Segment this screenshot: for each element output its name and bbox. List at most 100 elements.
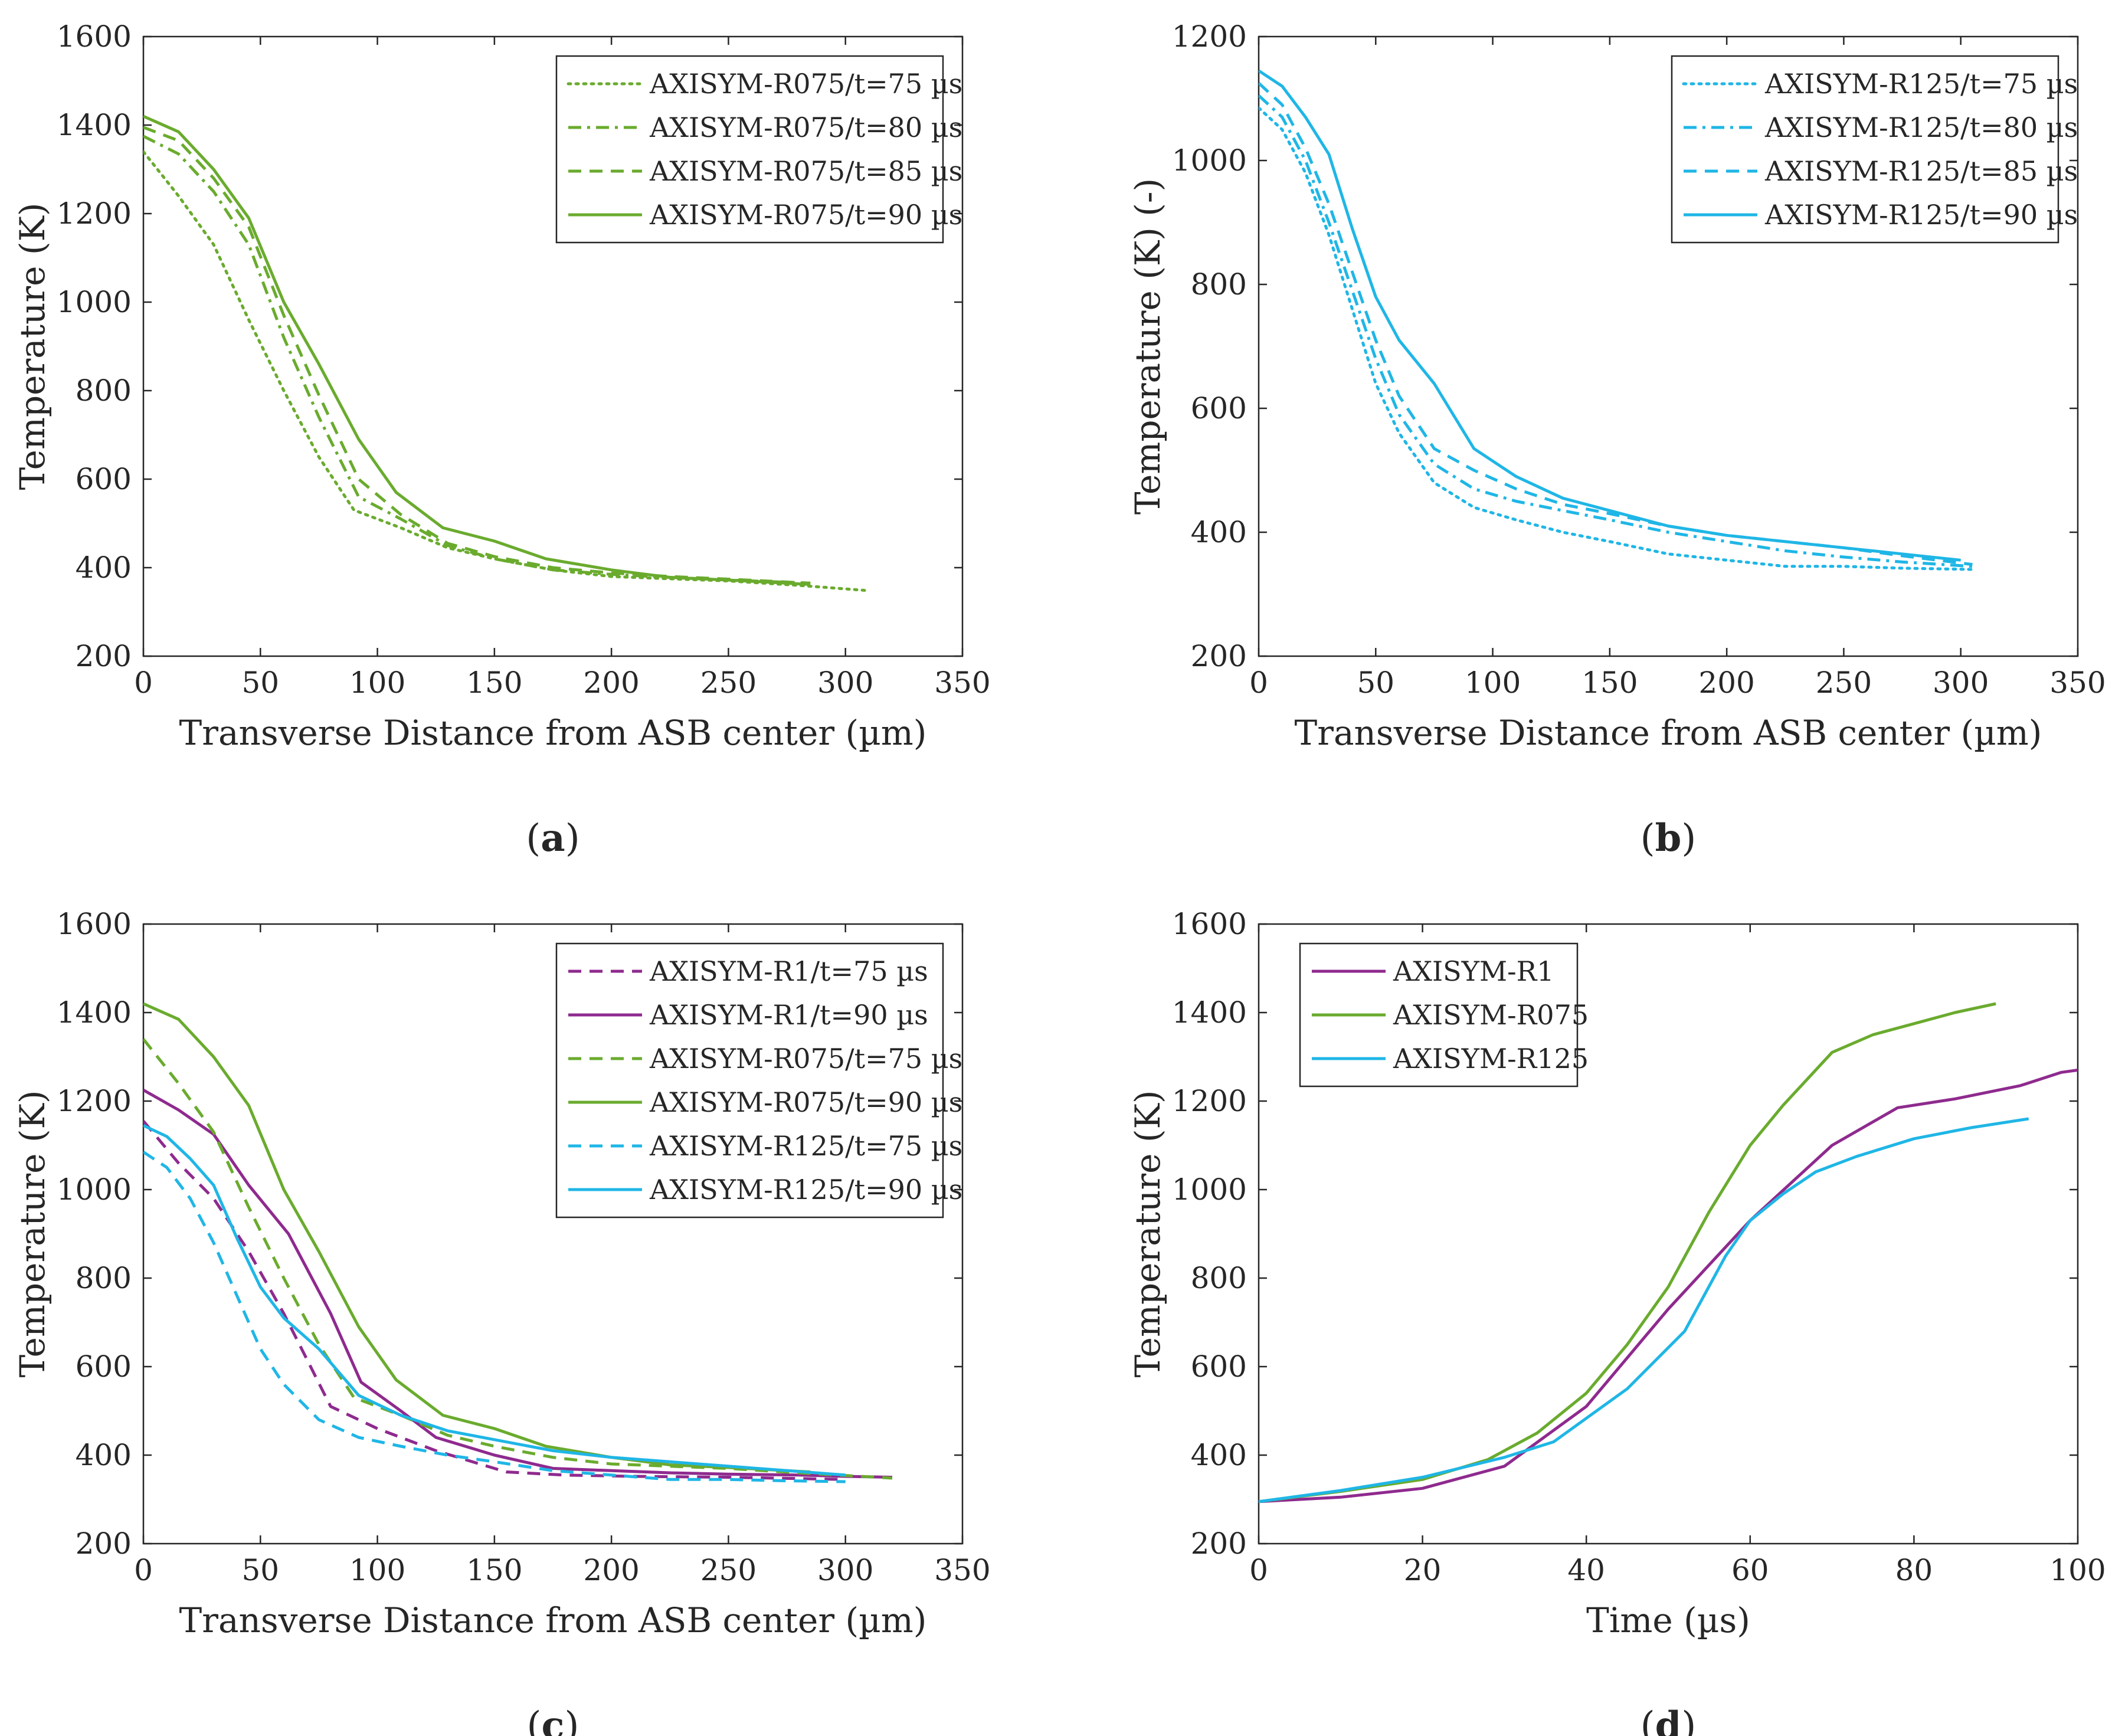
x-tick-label: 0: [1249, 666, 1268, 700]
y-tick-label: 800: [1191, 267, 1247, 302]
legend-label: AXISYM-R075/t=75 µs: [649, 1043, 962, 1075]
x-tick-label: 350: [2049, 666, 2106, 700]
y-tick-label: 1000: [57, 285, 132, 319]
plot-frame: [1258, 923, 2079, 1545]
legend-label: AXISYM-R125/t=75 µs: [649, 1130, 962, 1162]
y-tick-label: 200: [1191, 639, 1247, 673]
legend-label: AXISYM-R075/t=80 µs: [649, 112, 962, 143]
y-tick-label: 1200: [1172, 1084, 1247, 1118]
y-tick-label: 1200: [57, 196, 132, 231]
y-tick-label: 200: [76, 1527, 132, 1561]
x-axis-label: Transverse Distance from ASB center (µm): [179, 713, 927, 753]
x-tick-label: 250: [1816, 666, 1872, 700]
series-line: [143, 1151, 846, 1483]
legend-label: AXISYM-R125: [1393, 1043, 1589, 1075]
y-tick-label: 800: [1191, 1261, 1247, 1295]
series-line: [143, 126, 811, 585]
x-tick-label: 150: [466, 1553, 522, 1587]
y-tick-label: 400: [76, 551, 132, 585]
x-tick-label: 150: [466, 666, 522, 700]
caption-letter: d: [1655, 1704, 1682, 1736]
caption-paren-open: (: [1641, 817, 1655, 860]
x-tick-label: 300: [817, 666, 873, 700]
caption-letter: c: [542, 1704, 565, 1736]
legend: AXISYM-R1/t=75 µs AXISYM-R1/t=90 µs AXISYM…: [555, 942, 962, 1219]
legend-label: AXISYM-R1: [1393, 955, 1554, 987]
x-tick-label: 250: [700, 1553, 757, 1587]
x-tick-label: 200: [1698, 666, 1754, 700]
x-tick-label: 100: [2049, 1553, 2106, 1587]
y-axis-label: Temperature (K): [12, 203, 53, 490]
y-tick-label: 600: [76, 462, 132, 496]
y-tick-label: 1400: [57, 108, 132, 142]
x-tick-label: 250: [700, 666, 757, 700]
y-axis-label: Temperature (K): [12, 1090, 53, 1378]
x-tick-label: 100: [349, 1553, 405, 1587]
x-tick-label: 100: [1465, 666, 1521, 700]
series-line: [1259, 69, 1961, 562]
chart-panel-d: 0 20 40 60 80 100 200 400 600 800 1000 1200 1400 1600…: [1128, 907, 2106, 1736]
y-tick-label: 1600: [57, 19, 132, 54]
series-line: [1259, 94, 1973, 568]
caption-letter: a: [541, 816, 565, 860]
x-tick-label: 300: [817, 1553, 873, 1587]
x-tick-label: 60: [1731, 1553, 1769, 1587]
panel-caption: (a): [526, 816, 579, 860]
y-tick-label: 1000: [1172, 1172, 1247, 1207]
y-tick-label: 1200: [57, 1084, 132, 1118]
chart-panel-c: 0 50 100 150 200 250 300 350 200 400 600 800 1000 120…: [12, 907, 991, 1736]
plot-frame: [1258, 35, 2079, 657]
x-tick-label: 350: [934, 1553, 990, 1587]
series-line: [143, 1124, 846, 1477]
y-tick-label: 1000: [1172, 143, 1247, 178]
legend-label: AXISYM-R1/t=75 µs: [649, 955, 928, 987]
legend-label: AXISYM-R075/t=75 µs: [649, 68, 962, 100]
legend-label: AXISYM-R075: [1393, 999, 1589, 1031]
y-tick-label: 400: [1191, 1438, 1247, 1472]
legend-label: AXISYM-R125/t=75 µs: [1764, 68, 2078, 100]
caption-paren-close: ): [564, 1704, 579, 1736]
caption-paren-close: ): [565, 817, 580, 860]
caption-paren-close: ): [1681, 1704, 1696, 1736]
legend-label: AXISYM-R125/t=85 µs: [1764, 155, 2078, 187]
x-tick-label: 0: [134, 1553, 153, 1587]
y-tick-label: 400: [1191, 515, 1247, 549]
series-line: [143, 135, 811, 585]
y-tick-label: 800: [76, 1261, 132, 1295]
y-tick-label: 600: [1191, 1350, 1247, 1384]
legend-box: [1671, 55, 2059, 244]
x-tick-label: 80: [1895, 1553, 1933, 1587]
y-tick-label: 1600: [57, 907, 132, 941]
x-axis-label: Time (µs): [1586, 1600, 1750, 1640]
x-tick-label: 40: [1567, 1553, 1605, 1587]
y-tick-label: 400: [76, 1438, 132, 1472]
x-tick-label: 150: [1581, 666, 1638, 700]
legend-box: [555, 942, 944, 1219]
caption-paren-close: ): [1681, 817, 1696, 860]
panel-caption: (b): [1641, 816, 1697, 860]
y-tick-label: 1400: [57, 995, 132, 1030]
x-tick-label: 50: [241, 666, 279, 700]
x-axis-label: Transverse Distance from ASB center (µm): [179, 1600, 927, 1640]
legend-label: AXISYM-R075/t=90 µs: [649, 199, 962, 231]
x-tick-label: 350: [934, 666, 990, 700]
plot-frame: [142, 35, 964, 657]
y-tick-label: 1600: [1172, 907, 1247, 941]
y-tick-label: 200: [1191, 1527, 1247, 1561]
x-tick-label: 20: [1404, 1553, 1442, 1587]
y-axis-label: Temperature (K): [1128, 1090, 1168, 1378]
x-tick-label: 300: [1933, 666, 1989, 700]
series-line: [143, 1002, 811, 1473]
x-tick-label: 100: [349, 666, 405, 700]
panel-caption: (d): [1641, 1704, 1697, 1736]
legend-label: AXISYM-R125/t=90 µs: [1764, 199, 2078, 231]
series-line: [1259, 106, 1974, 571]
y-axis-label: Temperature (K) (-): [1128, 178, 1168, 515]
chart-panel-b: 0 50 100 150 200 250 300 350 200 400 600 800 1000 120…: [1128, 19, 2106, 860]
y-tick-label: 200: [76, 639, 132, 673]
y-tick-label: 1200: [1172, 19, 1247, 54]
series-line: [143, 150, 870, 592]
series-line: [1259, 1117, 2029, 1504]
